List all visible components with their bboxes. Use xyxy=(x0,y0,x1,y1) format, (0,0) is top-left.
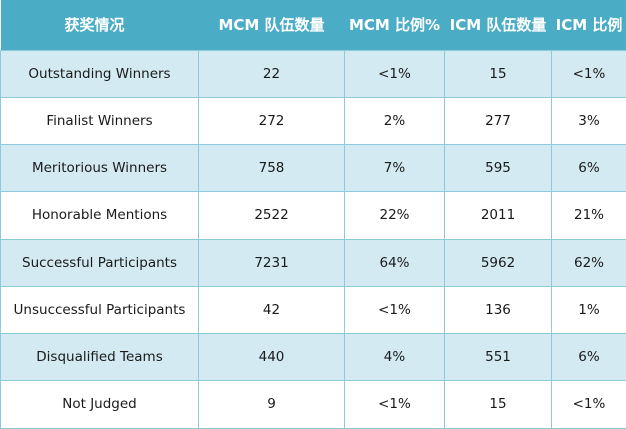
table-row: Disqualified Teams 440 4% 551 6% xyxy=(1,334,626,381)
row-award-label: Disqualified Teams xyxy=(1,334,199,381)
icm-team-count-cell: 15 xyxy=(445,50,552,97)
icm-percent-cell: 3% xyxy=(552,97,626,144)
row-award-label: Outstanding Winners xyxy=(1,50,199,97)
header-award-status: 获奖情况 xyxy=(1,0,199,50)
mcm-percent-cell: 7% xyxy=(345,145,445,192)
icm-team-count-cell: 2011 xyxy=(445,192,552,239)
icm-team-count-cell: 595 xyxy=(445,145,552,192)
icm-percent-cell: 62% xyxy=(552,239,626,286)
table-row: Successful Participants 7231 64% 5962 62… xyxy=(1,239,626,286)
header-icm-team-count: ICM 队伍数量 xyxy=(445,0,552,50)
icm-team-count-cell: 15 xyxy=(445,381,552,428)
mcm-percent-cell: <1% xyxy=(345,381,445,428)
mcm-team-count-cell: 42 xyxy=(199,286,345,333)
mcm-percent-cell: 4% xyxy=(345,334,445,381)
icm-percent-cell: 6% xyxy=(552,145,626,192)
icm-percent-cell: <1% xyxy=(552,50,626,97)
table-row: Outstanding Winners 22 <1% 15 <1% xyxy=(1,50,626,97)
icm-team-count-cell: 551 xyxy=(445,334,552,381)
mcm-team-count-cell: 272 xyxy=(199,97,345,144)
mcm-team-count-cell: 22 xyxy=(199,50,345,97)
mcm-percent-cell: 2% xyxy=(345,97,445,144)
mcm-percent-cell: <1% xyxy=(345,50,445,97)
mcm-percent-cell: 22% xyxy=(345,192,445,239)
row-award-label: Honorable Mentions xyxy=(1,192,199,239)
icm-team-count-cell: 5962 xyxy=(445,239,552,286)
table-row: Meritorious Winners 758 7% 595 6% xyxy=(1,145,626,192)
header-mcm-team-count: MCM 队伍数量 xyxy=(199,0,345,50)
icm-percent-cell: 1% xyxy=(552,286,626,333)
table-row: Not Judged 9 <1% 15 <1% xyxy=(1,381,626,428)
header-mcm-percent: MCM 比例% xyxy=(345,0,445,50)
mcm-percent-cell: 64% xyxy=(345,239,445,286)
mcm-team-count-cell: 440 xyxy=(199,334,345,381)
icm-percent-cell: 21% xyxy=(552,192,626,239)
mcm-team-count-cell: 758 xyxy=(199,145,345,192)
table-row: Honorable Mentions 2522 22% 2011 21% xyxy=(1,192,626,239)
row-award-label: Meritorious Winners xyxy=(1,145,199,192)
row-award-label: Unsuccessful Participants xyxy=(1,286,199,333)
icm-team-count-cell: 277 xyxy=(445,97,552,144)
header-icm-percent: ICM 比例 xyxy=(552,0,626,50)
mcm-team-count-cell: 7231 xyxy=(199,239,345,286)
icm-percent-cell: 6% xyxy=(552,334,626,381)
icm-percent-cell: <1% xyxy=(552,381,626,428)
row-award-label: Not Judged xyxy=(1,381,199,428)
mcm-team-count-cell: 2522 xyxy=(199,192,345,239)
table-row: Finalist Winners 272 2% 277 3% xyxy=(1,97,626,144)
row-award-label: Finalist Winners xyxy=(1,97,199,144)
row-award-label: Successful Participants xyxy=(1,239,199,286)
mcm-team-count-cell: 9 xyxy=(199,381,345,428)
table-row: Unsuccessful Participants 42 <1% 136 1% xyxy=(1,286,626,333)
mcm-percent-cell: <1% xyxy=(345,286,445,333)
table-header-row: 获奖情况 MCM 队伍数量 MCM 比例% ICM 队伍数量 ICM 比例 xyxy=(1,0,626,50)
icm-team-count-cell: 136 xyxy=(445,286,552,333)
